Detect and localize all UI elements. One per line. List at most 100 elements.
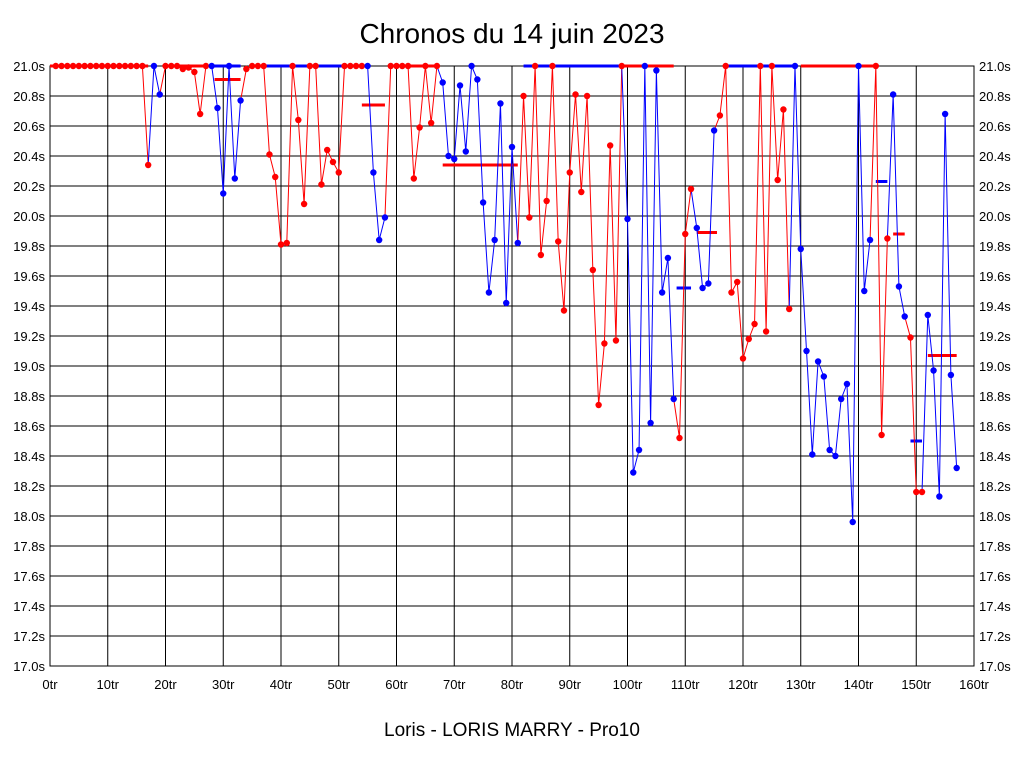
lap-point [508,143,516,151]
series-line [886,94,906,317]
x-tick-label: 10tr [97,677,120,692]
lap-point [884,235,891,242]
y-tick-label: 17.6s [13,569,45,584]
lap-point [248,62,256,70]
lap-point [861,287,868,295]
lap-point [734,278,741,286]
lap-point [578,188,585,196]
lap-point [843,380,851,388]
y-tick-label-right: 18.6s [979,419,1011,434]
lap-point [866,236,874,244]
lap-point [168,62,175,70]
lap-point [52,62,59,70]
y-tick-label-right: 21.0s [979,59,1011,74]
lap-point [658,289,666,296]
lap-point [589,266,597,274]
lap-point [110,62,117,70]
y-tick-label: 21.0s [13,59,45,74]
lap-point [572,91,579,98]
lap-point [81,62,88,70]
series-line [690,130,715,289]
series-line [921,113,958,497]
lap-point [855,62,862,70]
lap-point [98,62,106,70]
lap-point [889,91,897,98]
lap-point [474,76,481,83]
lap-point [427,119,435,127]
lap-point [358,62,366,70]
lap-point [497,100,504,107]
y-tick-label: 19.4s [13,299,45,314]
lap-point [774,176,781,184]
lap-point [58,62,65,70]
y-tick-label: 18.4s [13,449,45,464]
lap-point [699,284,706,292]
x-tick-label: 40tr [270,677,293,692]
lap-point [670,395,677,403]
y-tick-label: 20.2s [13,179,45,194]
lap-point [462,148,469,155]
lap-point [936,493,943,500]
y-tick-label: 18.2s [13,479,45,494]
lap-point [324,146,331,154]
y-tick-label: 18.8s [13,389,45,404]
lap-point [705,280,712,287]
y-tick-label: 18.0s [13,509,45,524]
lap-point [901,313,908,320]
lap-point [485,289,493,296]
lap-point [918,488,926,496]
y-tick-label-right: 18.2s [979,479,1011,494]
lap-point [306,62,314,70]
y-tick-label: 19.2s [13,329,45,344]
series-lines [55,65,958,523]
x-axis: 0tr 10tr 20tr 30tr 40tr 50tr 60tr 70tr 80tr 90tr 1… [42,677,989,692]
y-tick-label: 17.8s [13,539,45,554]
lap-point [710,127,718,134]
lap-point [786,305,793,313]
lap-point [399,62,406,70]
lap-point [618,62,625,70]
lap-point [133,62,140,70]
lap-point [375,236,383,244]
lap-point [479,199,487,206]
lap-point [647,419,654,427]
y-tick-label-right: 19.2s [979,329,1011,344]
lap-point [295,116,302,124]
y-tick-label: 17.4s [13,599,45,614]
lap-point [179,65,187,73]
lap-point [196,110,204,118]
lap-point [803,347,810,355]
lap-point [127,62,135,70]
lap-point [641,62,649,70]
lap-point [116,62,123,70]
y-tick-label: 20.4s [13,149,45,164]
y-axis-right: 17.0s 17.2s 17.4s 17.6s 17.8s 18.0s 18.2s 18.4s… [979,59,1011,674]
lap-point [254,62,262,70]
y-tick-label-right: 17.4s [979,599,1011,614]
lap-point [780,106,787,113]
lap-point [566,169,573,176]
lap-point [601,340,608,347]
series-line [147,65,161,166]
x-tick-label: 60tr [385,677,408,692]
y-tick-label-right: 18.4s [979,449,1011,464]
chart-footer: Loris - LORIS MARRY - Pro10 [384,720,640,741]
y-tick-label-right: 19.8s [979,239,1011,254]
series-line [869,65,888,436]
lap-point [728,289,735,296]
y-tick-label: 17.0s [13,659,45,674]
lap-point [762,328,770,335]
lap-point [595,401,602,409]
lap-point [335,169,342,176]
lap-point [895,283,903,290]
lap-point [162,62,169,70]
y-tick-label-right: 20.0s [979,209,1011,224]
lap-point [422,62,429,70]
lap-point [924,311,931,319]
lap-point [947,371,955,379]
x-tick-label: 0tr [42,677,58,692]
lap-point [156,91,163,98]
lap-point [173,62,181,70]
lap-point [370,169,377,176]
